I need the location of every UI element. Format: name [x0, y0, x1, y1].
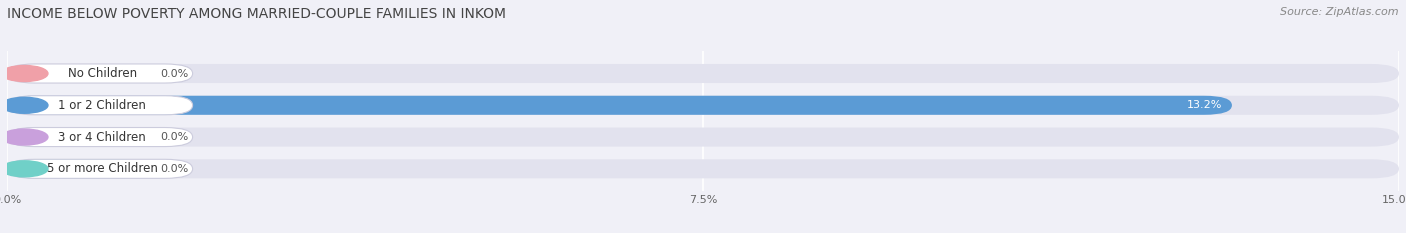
- FancyBboxPatch shape: [7, 159, 1399, 178]
- Text: 3 or 4 Children: 3 or 4 Children: [58, 130, 146, 144]
- FancyBboxPatch shape: [7, 96, 193, 115]
- Text: INCOME BELOW POVERTY AMONG MARRIED-COUPLE FAMILIES IN INKOM: INCOME BELOW POVERTY AMONG MARRIED-COUPL…: [7, 7, 506, 21]
- Text: No Children: No Children: [67, 67, 136, 80]
- FancyBboxPatch shape: [7, 96, 1232, 115]
- Circle shape: [1, 97, 48, 113]
- Text: 1 or 2 Children: 1 or 2 Children: [58, 99, 146, 112]
- FancyBboxPatch shape: [7, 159, 193, 178]
- Circle shape: [1, 65, 48, 82]
- FancyBboxPatch shape: [7, 64, 146, 83]
- Circle shape: [1, 161, 48, 177]
- Text: 13.2%: 13.2%: [1187, 100, 1223, 110]
- FancyBboxPatch shape: [7, 64, 1399, 83]
- FancyBboxPatch shape: [7, 96, 1399, 115]
- Circle shape: [1, 129, 48, 145]
- FancyBboxPatch shape: [7, 127, 146, 147]
- Text: Source: ZipAtlas.com: Source: ZipAtlas.com: [1281, 7, 1399, 17]
- Text: 0.0%: 0.0%: [160, 132, 188, 142]
- Text: 5 or more Children: 5 or more Children: [46, 162, 157, 175]
- FancyBboxPatch shape: [7, 127, 1399, 147]
- FancyBboxPatch shape: [7, 127, 193, 147]
- Text: 0.0%: 0.0%: [160, 69, 188, 79]
- Text: 0.0%: 0.0%: [160, 164, 188, 174]
- FancyBboxPatch shape: [7, 159, 146, 178]
- FancyBboxPatch shape: [7, 64, 193, 83]
